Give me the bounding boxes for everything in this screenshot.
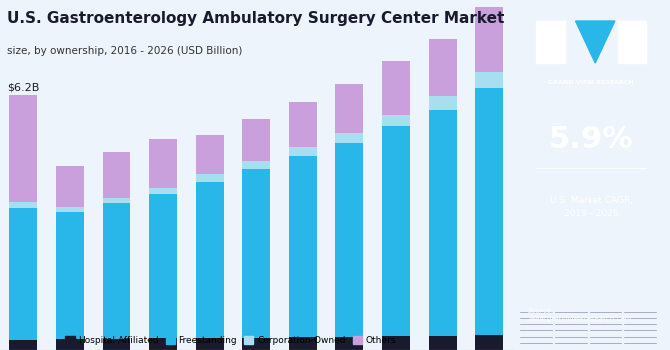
- Bar: [196, 174, 224, 182]
- Text: Source:
www.grandviewresearch.com: Source: www.grandviewresearch.com: [528, 308, 632, 322]
- Bar: [243, 161, 270, 169]
- FancyBboxPatch shape: [536, 21, 565, 63]
- Bar: [475, 7, 503, 72]
- Bar: [429, 336, 457, 350]
- Bar: [243, 338, 270, 350]
- Bar: [149, 194, 177, 338]
- Bar: [289, 102, 317, 147]
- Text: U.S. Gastroenterology Ambulatory Surgery Center Market: U.S. Gastroenterology Ambulatory Surgery…: [7, 10, 504, 26]
- Bar: [56, 166, 84, 207]
- Bar: [336, 337, 363, 350]
- Bar: [9, 95, 38, 202]
- Bar: [196, 338, 224, 350]
- Text: $6.2B: $6.2B: [7, 83, 40, 93]
- Bar: [382, 61, 410, 115]
- Bar: [56, 339, 84, 350]
- Legend: Hospital-Affiliated, Freestanding, Corporation-Owned, Others: Hospital-Affiliated, Freestanding, Corpo…: [62, 332, 399, 349]
- Bar: [336, 133, 363, 143]
- Bar: [382, 126, 410, 336]
- Bar: [149, 188, 177, 194]
- Bar: [336, 143, 363, 337]
- Bar: [289, 337, 317, 350]
- Bar: [103, 203, 131, 339]
- Polygon shape: [576, 21, 615, 63]
- Bar: [336, 84, 363, 133]
- Bar: [382, 115, 410, 126]
- Bar: [56, 212, 84, 339]
- Text: size, by ownership, 2016 - 2026 (USD Billion): size, by ownership, 2016 - 2026 (USD Bil…: [7, 46, 242, 56]
- Bar: [9, 202, 38, 208]
- Bar: [382, 336, 410, 350]
- Bar: [9, 208, 38, 340]
- Text: GRAND VIEW RESEARCH: GRAND VIEW RESEARCH: [549, 80, 634, 85]
- Bar: [243, 119, 270, 161]
- Bar: [149, 139, 177, 188]
- Bar: [475, 72, 503, 88]
- Bar: [103, 339, 131, 350]
- Bar: [196, 182, 224, 338]
- Bar: [243, 169, 270, 338]
- Bar: [9, 340, 38, 350]
- Bar: [429, 110, 457, 336]
- Bar: [103, 198, 131, 203]
- Bar: [475, 88, 503, 335]
- FancyBboxPatch shape: [618, 21, 647, 63]
- Text: 5.9%: 5.9%: [549, 126, 634, 154]
- Bar: [429, 96, 457, 110]
- Bar: [429, 39, 457, 96]
- Bar: [289, 147, 317, 156]
- Text: U.S. Market CAGR,
2019 - 2026: U.S. Market CAGR, 2019 - 2026: [549, 196, 633, 217]
- Bar: [475, 335, 503, 350]
- Bar: [103, 152, 131, 198]
- Bar: [196, 135, 224, 174]
- Bar: [149, 338, 177, 350]
- Bar: [56, 207, 84, 212]
- Bar: [289, 156, 317, 337]
